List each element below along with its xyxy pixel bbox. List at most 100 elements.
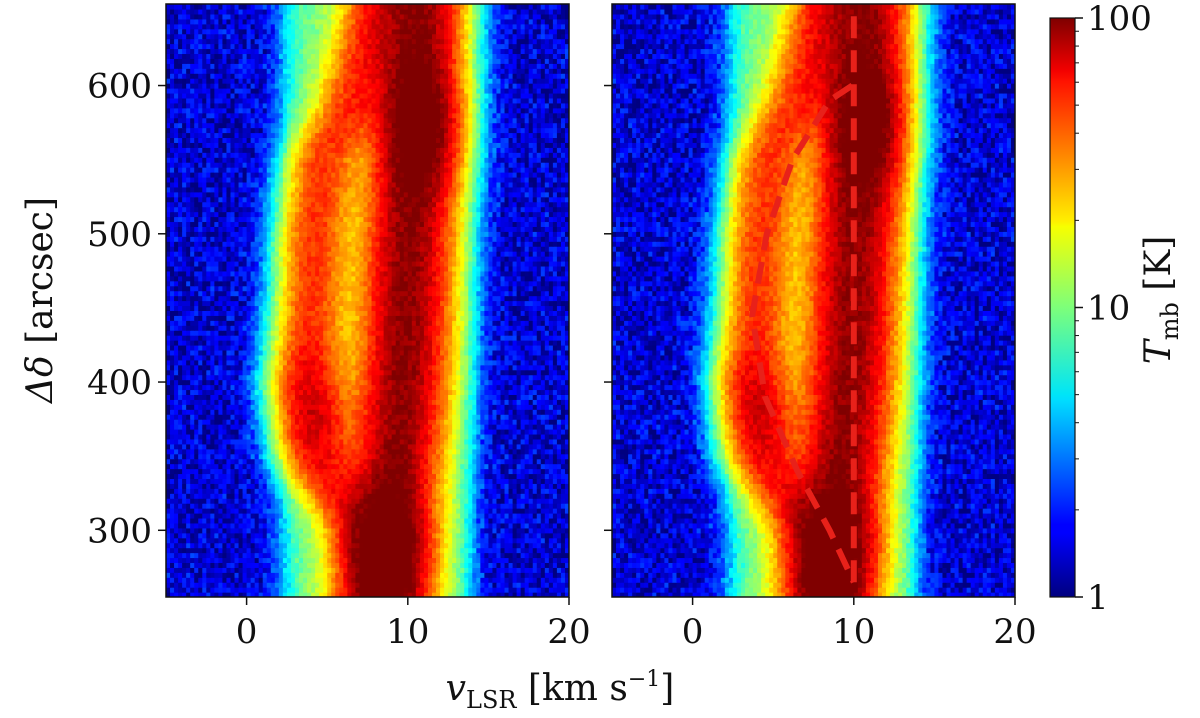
heatmap-cell — [214, 463, 219, 470]
heatmap-cell — [552, 384, 558, 391]
heatmap-cell — [564, 552, 569, 559]
heatmap-cell — [298, 567, 304, 573]
heatmap-cell — [166, 458, 171, 465]
heatmap-cell — [512, 369, 518, 376]
heatmap-cell — [391, 419, 397, 425]
heatmap-cell — [552, 433, 558, 440]
heatmap-cell — [500, 582, 506, 588]
heatmap-cell — [343, 567, 348, 573]
heatmap-cell — [456, 547, 461, 554]
heatmap-cell — [383, 424, 389, 430]
heatmap-cell — [210, 364, 215, 371]
heatmap-cell — [226, 587, 232, 593]
heatmap-cell — [544, 448, 550, 455]
heatmap-cell — [242, 592, 248, 597]
heatmap-cell — [210, 592, 215, 597]
heatmap-cell — [282, 557, 288, 564]
heatmap-cell — [258, 463, 264, 470]
heatmap-cell — [371, 527, 377, 534]
heatmap-cell — [532, 374, 538, 381]
heatmap-cell — [480, 592, 485, 597]
heatmap-cell — [174, 409, 179, 415]
heatmap-cell — [440, 552, 445, 559]
heatmap-cell — [343, 512, 348, 519]
heatmap-cell — [230, 587, 236, 593]
heatmap-cell — [544, 592, 550, 597]
heatmap-cell — [202, 458, 207, 465]
heatmap-cell — [560, 399, 566, 405]
heatmap-cell — [210, 488, 215, 494]
heatmap-cell — [480, 473, 485, 479]
heatmap-cell — [250, 527, 256, 534]
heatmap-cell — [242, 443, 248, 450]
heatmap-cell — [294, 557, 300, 564]
heatmap-cell — [504, 488, 510, 494]
heatmap-cell — [552, 424, 558, 430]
heatmap-cell — [427, 488, 433, 494]
heatmap-cell — [355, 483, 361, 489]
heatmap-cell — [278, 522, 284, 529]
heatmap-cell — [311, 537, 316, 544]
heatmap-cell — [391, 582, 397, 588]
heatmap-cell — [186, 349, 191, 356]
heatmap-cell — [512, 517, 518, 524]
heatmap-cell — [379, 379, 385, 386]
heatmap-cell — [315, 488, 320, 494]
heatmap-cell — [351, 414, 357, 420]
heatmap-cell — [387, 379, 393, 386]
heatmap-cell — [560, 359, 566, 366]
heatmap-cell — [327, 532, 332, 539]
heatmap-cell — [222, 522, 228, 529]
heatmap-cell — [395, 582, 401, 588]
heatmap-cell — [178, 369, 183, 376]
heatmap-cell — [290, 498, 296, 504]
heatmap-cell — [282, 374, 288, 381]
heatmap-cell — [363, 354, 369, 361]
heatmap-cell — [286, 448, 292, 455]
heatmap-cell — [540, 458, 546, 465]
heatmap-cell — [520, 537, 526, 544]
heatmap-cell — [198, 572, 203, 578]
heatmap-cell — [484, 364, 489, 371]
heatmap-cell — [194, 537, 199, 544]
heatmap-cell — [436, 384, 441, 391]
heatmap-cell — [472, 443, 477, 450]
heatmap-cell — [262, 424, 268, 430]
heatmap-cell — [423, 394, 429, 400]
heatmap-cell — [500, 562, 506, 568]
heatmap-cell — [468, 458, 473, 465]
heatmap-cell — [476, 438, 481, 445]
heatmap-cell — [436, 552, 441, 559]
heatmap-cell — [440, 547, 445, 554]
heatmap-cell — [278, 517, 284, 524]
heatmap-cell — [218, 433, 224, 440]
heatmap-cell — [335, 458, 340, 465]
heatmap-cell — [246, 522, 252, 529]
heatmap-cell — [383, 582, 389, 588]
heatmap-cell — [266, 537, 272, 544]
heatmap-cell — [359, 399, 365, 405]
heatmap-cell — [170, 394, 175, 400]
heatmap-cell — [512, 498, 518, 504]
heatmap-cell — [339, 557, 344, 564]
heatmap-cell — [504, 354, 510, 361]
heatmap-cell — [532, 542, 538, 549]
heatmap-cell — [343, 478, 348, 484]
heatmap-cell — [560, 394, 566, 400]
heatmap-cell — [234, 587, 240, 593]
heatmap-cell — [544, 527, 550, 534]
heatmap-cell — [415, 448, 421, 455]
heatmap-cell — [448, 512, 453, 519]
heatmap-cell — [419, 419, 425, 425]
heatmap-cell — [194, 354, 199, 361]
heatmap-cell — [226, 547, 232, 554]
heatmap-cell — [323, 537, 328, 544]
heatmap-cell — [375, 542, 381, 549]
heatmap-cell — [484, 458, 489, 465]
heatmap-cell — [540, 404, 546, 410]
heatmap-cell — [516, 527, 522, 534]
heatmap-cell — [343, 562, 348, 568]
heatmap-cell — [315, 438, 320, 445]
heatmap-cell — [363, 349, 369, 356]
heatmap-cell — [403, 359, 409, 366]
